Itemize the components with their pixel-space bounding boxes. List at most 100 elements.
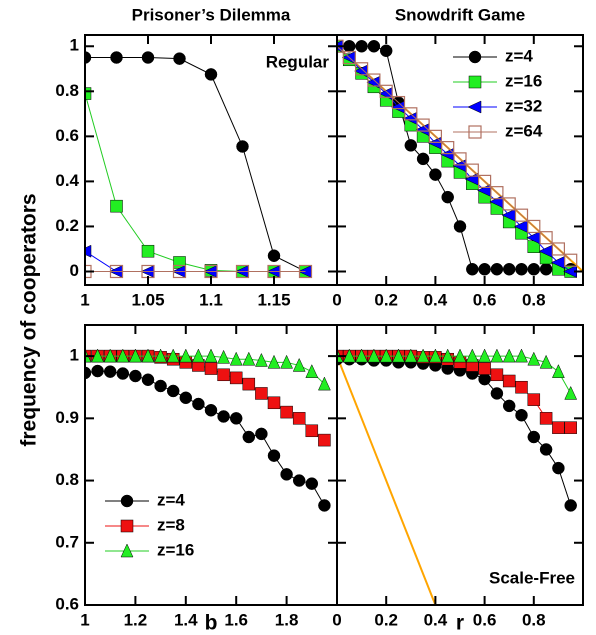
marker [116,367,130,380]
marker [552,364,565,378]
marker [552,461,565,475]
marker [478,174,492,188]
marker [116,348,130,363]
marker [429,348,442,363]
marker [255,352,268,367]
marker [235,264,250,279]
marker [453,152,467,166]
marker [204,348,218,363]
marker [280,354,293,369]
x-tick-label: 1.8 [275,610,299,629]
marker [367,348,381,363]
marker [166,348,180,363]
marker [342,50,356,65]
marker [229,351,243,366]
marker [502,374,516,388]
marker [292,474,306,487]
marker [229,371,243,385]
plot-area [337,348,578,605]
y-tick-label: 0.9 [55,408,79,427]
marker [490,186,504,200]
marker [539,443,553,456]
x-tick-label: 0 [332,290,341,309]
marker [179,391,193,405]
marker [342,348,356,363]
marker [355,348,368,363]
plot-area [337,39,583,278]
marker [465,163,479,177]
marker [515,380,528,394]
marker [255,387,268,400]
marker [109,264,124,279]
y-tick-label: 1 [70,346,79,365]
marker [416,348,430,363]
x-tick-label: 0.4 [424,290,448,309]
marker [514,208,529,222]
marker [318,499,331,512]
legend-marker [468,75,482,89]
marker [236,140,249,153]
x-axis-label: r [456,612,464,635]
marker [355,40,368,53]
y-tick-label: 0.2 [55,216,79,235]
legend-marker [468,50,482,64]
marker [404,107,418,121]
marker [267,249,281,262]
marker [141,51,155,64]
marker [192,348,205,363]
y-axis-label: frequency of cooperators [18,193,41,446]
marker [539,231,553,245]
marker [527,262,541,276]
x-tick-label: 0.8 [522,290,546,309]
x-tick-label: 1.2 [124,610,148,629]
marker [204,403,218,417]
marker [379,84,393,98]
y-tick-label: 1 [70,36,79,55]
marker [453,348,467,363]
marker [242,377,256,391]
legend-marker [120,519,134,533]
x-tick-label: 0.6 [473,290,497,309]
marker [85,51,92,64]
y-tick-label: 0.6 [55,126,79,145]
marker [217,349,230,364]
marker [379,348,393,363]
marker [267,396,281,410]
marker [229,412,243,425]
marker [141,373,155,387]
marker [478,372,491,386]
marker [173,52,186,65]
series-line [85,93,306,272]
y-tick-label: 0.7 [55,532,79,551]
y-tick-label: 0.4 [55,171,79,190]
panel-title: Prisoner’s Dilemma [132,5,291,24]
marker [441,190,454,204]
marker [91,364,104,378]
marker [103,348,117,363]
marker [110,199,123,213]
marker [280,405,293,419]
legend-marker [120,494,134,508]
marker [564,385,578,400]
marker [154,348,167,363]
marker [367,40,381,53]
marker [141,348,155,363]
marker [453,220,467,233]
x-tick-label: 1.05 [131,290,164,309]
marker [355,62,369,76]
marker [217,368,230,382]
annotation: Scale-Free [489,568,575,587]
marker [416,118,430,132]
marker [217,410,230,423]
marker [502,399,516,413]
x-tick-label: 0.2 [374,610,398,629]
marker [502,197,516,211]
marker [103,365,117,378]
marker [478,362,491,375]
plot-area [85,348,331,512]
marker [502,262,516,276]
legend-label: z=64 [505,121,543,140]
marker [292,412,306,425]
marker [298,264,313,279]
